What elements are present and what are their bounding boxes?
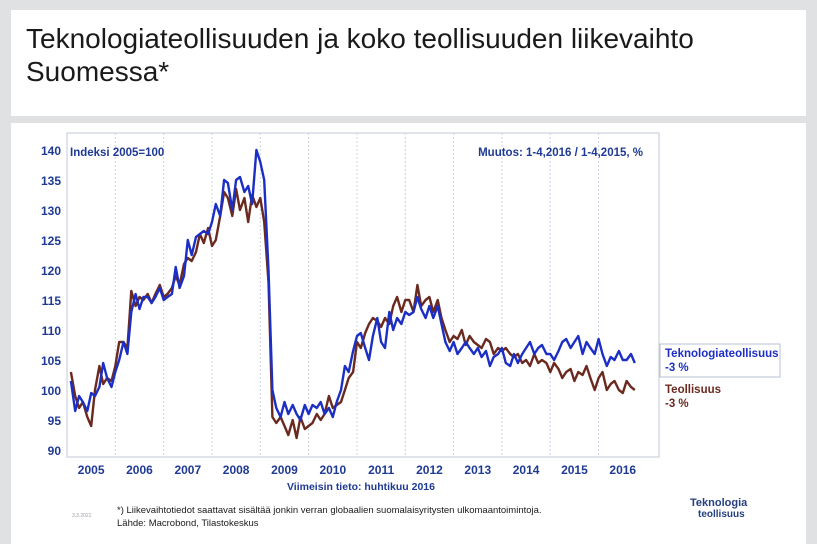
y-tick-label: 120 <box>41 264 61 278</box>
plot-frame <box>66 132 660 458</box>
index-label: Indeksi 2005=100 <box>70 147 164 159</box>
x-tick-label: 2013 <box>464 463 491 477</box>
grid-lines <box>114 133 600 457</box>
date-stamp: 3.3.2021 <box>72 513 92 519</box>
x-tick-label: 2011 <box>368 463 394 477</box>
x-tick-label: 2010 <box>319 463 346 477</box>
x-tick-label: 2009 <box>271 463 298 477</box>
legend-change-teollisuus: -3 % <box>665 398 689 410</box>
y-tick-label: 105 <box>41 354 61 368</box>
y-tick-label: 135 <box>41 174 61 188</box>
logo: Teknologia teollisuus <box>690 497 790 520</box>
legend-label-teknologia: Teknologiateollisuus <box>665 348 779 360</box>
x-tick-label: 2014 <box>513 463 540 477</box>
logo-line-2: teollisuus <box>698 509 745 520</box>
y-tick-label: 90 <box>48 444 62 458</box>
legend-label-teollisuus: Teollisuus <box>665 384 721 396</box>
series-line-teollisuus <box>69 187 636 440</box>
legend-change-teknologia: -3 % <box>665 362 689 374</box>
y-tick-label: 140 <box>41 144 61 158</box>
y-tick-label: 130 <box>41 204 61 218</box>
title-panel <box>11 10 806 116</box>
y-tick-label: 95 <box>48 414 62 428</box>
page-title: Teknologiateollisuuden ja koko teollisuu… <box>26 23 694 87</box>
y-tick-label: 115 <box>42 294 62 308</box>
x-tick-label: 2016 <box>609 463 636 477</box>
x-tick-label: 2006 <box>126 463 153 477</box>
y-tick-label: 110 <box>42 324 62 338</box>
x-axis-ticks: 2005 2006 2007 2008 2009 2010 2011 2012 2013 2014… <box>78 463 637 477</box>
x-axis-label: Viimeisin tieto: huhtikuu 2016 <box>287 481 435 493</box>
x-tick-label: 2015 <box>561 463 588 477</box>
series-lines <box>69 148 636 440</box>
legend-box-teknologia <box>659 343 781 378</box>
series-line-teknologiateollisuus <box>69 148 636 422</box>
x-tick-label: 2005 <box>78 463 105 477</box>
x-tick-label: 2012 <box>416 463 443 477</box>
source-line: Lähde: Macrobond, Tilastokeskus <box>117 518 259 529</box>
x-tick-label: 2007 <box>174 463 201 477</box>
logo-line-1: Teknologia <box>690 497 748 509</box>
change-label: Muutos: 1-4,2016 / 1-4,2015, % <box>478 147 643 159</box>
legend: Teknologiateollisuus -3 % Teollisuus -3 … <box>659 343 781 410</box>
y-tick-label: 125 <box>41 234 61 248</box>
footnote: *) Liikevaihtotiedot saattavat sisältää … <box>117 504 542 530</box>
x-tick-label: 2008 <box>223 463 250 477</box>
y-tick-label: 100 <box>41 384 61 398</box>
footnote-line-1: *) Liikevaihtotiedot saattavat sisältää … <box>117 505 542 516</box>
content-panel <box>11 123 806 544</box>
y-axis-ticks: 90 95 100 105 110 115 120 125 130 135 140 <box>41 144 61 458</box>
